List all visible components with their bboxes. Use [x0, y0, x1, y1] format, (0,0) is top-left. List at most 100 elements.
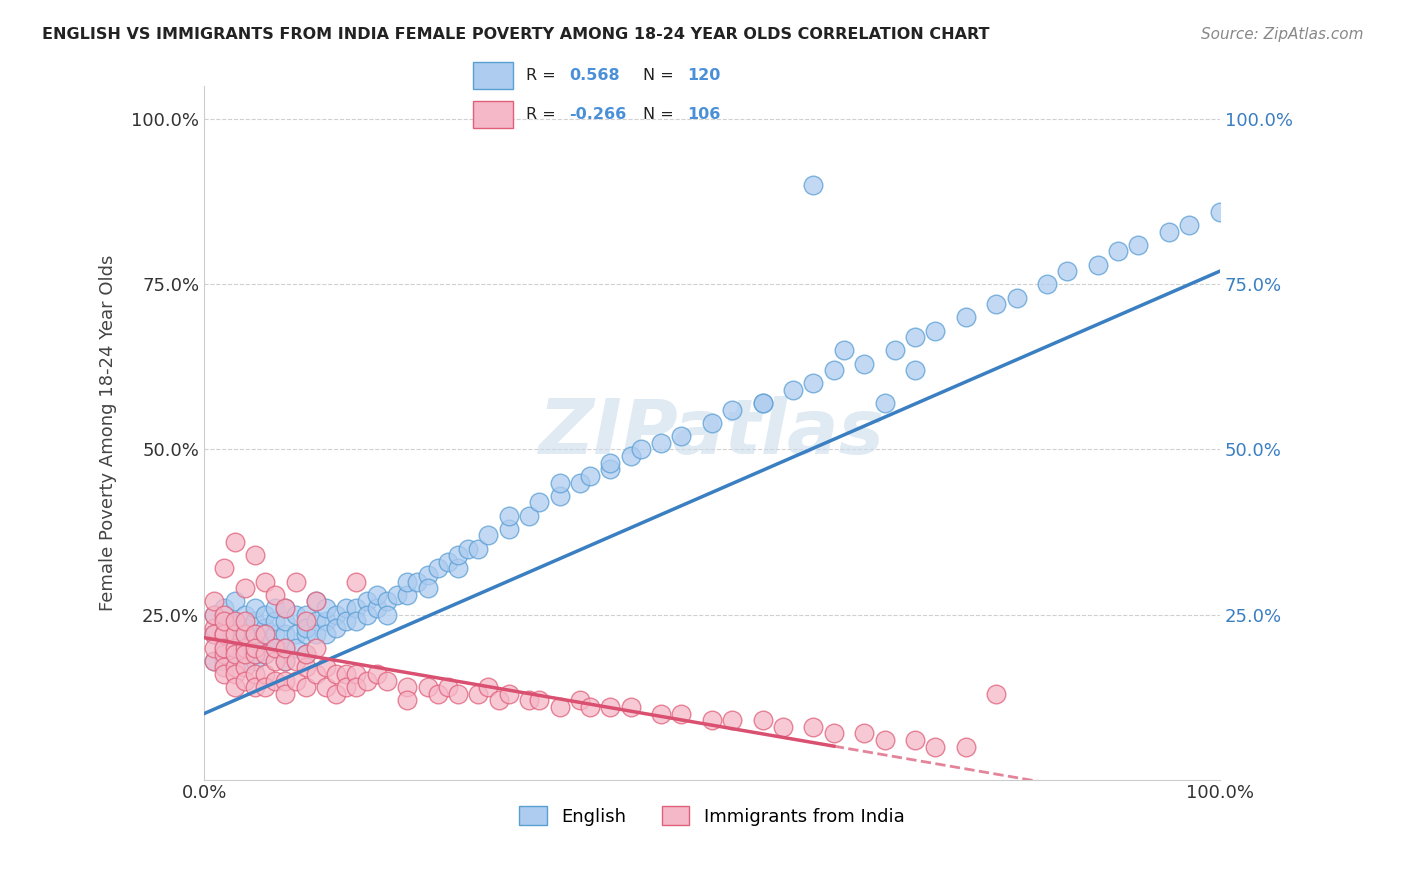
FancyBboxPatch shape	[474, 101, 513, 128]
Point	[274, 687, 297, 701]
Point	[955, 739, 977, 754]
Point	[1005, 291, 1028, 305]
Text: 0.568: 0.568	[569, 68, 620, 83]
Point	[233, 640, 256, 655]
Point	[254, 621, 277, 635]
Point	[202, 594, 225, 608]
Point	[498, 522, 520, 536]
Point	[1209, 204, 1232, 219]
Point	[650, 706, 672, 721]
Point	[214, 640, 236, 655]
Point	[1157, 225, 1180, 239]
Point	[233, 627, 256, 641]
Point	[873, 733, 896, 747]
Point	[214, 660, 236, 674]
Point	[751, 396, 773, 410]
Text: -0.266: -0.266	[569, 107, 627, 122]
Point	[202, 640, 225, 655]
Point	[233, 640, 256, 655]
Point	[346, 574, 368, 589]
Point	[214, 627, 236, 641]
Point	[274, 614, 297, 628]
Point	[803, 720, 825, 734]
Point	[335, 680, 357, 694]
Point	[366, 601, 388, 615]
Point	[548, 475, 571, 490]
Point	[620, 449, 643, 463]
Point	[599, 462, 621, 476]
Point	[284, 607, 307, 622]
Point	[214, 627, 236, 641]
Point	[274, 627, 297, 641]
Point	[224, 627, 246, 641]
Point	[264, 640, 287, 655]
Point	[284, 574, 307, 589]
Point	[254, 627, 277, 641]
Point	[284, 640, 307, 655]
Point	[335, 667, 357, 681]
Point	[548, 700, 571, 714]
Text: R =: R =	[526, 107, 561, 122]
Point	[1128, 237, 1150, 252]
Point	[224, 647, 246, 661]
Point	[529, 693, 551, 707]
Point	[1178, 218, 1201, 232]
Text: 106: 106	[686, 107, 720, 122]
Point	[356, 673, 378, 688]
Point	[325, 607, 347, 622]
Point	[385, 588, 408, 602]
Point	[1056, 264, 1078, 278]
Point	[568, 693, 591, 707]
Point	[243, 680, 266, 694]
Point	[254, 574, 277, 589]
Point	[243, 601, 266, 615]
Point	[214, 654, 236, 668]
Point	[325, 687, 347, 701]
Point	[904, 363, 927, 377]
Point	[416, 568, 439, 582]
Point	[823, 726, 845, 740]
Point	[721, 713, 744, 727]
Point	[294, 660, 316, 674]
Point	[264, 588, 287, 602]
Point	[396, 680, 419, 694]
Point	[650, 436, 672, 450]
Point	[853, 726, 876, 740]
Point	[986, 687, 1008, 701]
Point	[366, 667, 388, 681]
Point	[214, 640, 236, 655]
Point	[305, 594, 328, 608]
Point	[294, 614, 316, 628]
Point	[214, 614, 236, 628]
Point	[202, 607, 225, 622]
Point	[294, 680, 316, 694]
Point	[274, 601, 297, 615]
Point	[772, 720, 794, 734]
Point	[346, 601, 368, 615]
Point	[264, 614, 287, 628]
Point	[832, 343, 855, 358]
Point	[924, 739, 946, 754]
Point	[346, 680, 368, 694]
Point	[243, 667, 266, 681]
Point	[243, 627, 266, 641]
Point	[671, 706, 693, 721]
Point	[214, 607, 236, 622]
Point	[325, 621, 347, 635]
Point	[488, 693, 510, 707]
Point	[477, 528, 499, 542]
Point	[254, 634, 277, 648]
Point	[873, 396, 896, 410]
Point	[224, 640, 246, 655]
Point	[233, 621, 256, 635]
Point	[599, 456, 621, 470]
Text: ENGLISH VS IMMIGRANTS FROM INDIA FEMALE POVERTY AMONG 18-24 YEAR OLDS CORRELATIO: ENGLISH VS IMMIGRANTS FROM INDIA FEMALE …	[42, 27, 990, 42]
Point	[233, 627, 256, 641]
Point	[202, 654, 225, 668]
Point	[202, 621, 225, 635]
Point	[294, 627, 316, 641]
Point	[853, 357, 876, 371]
Point	[823, 363, 845, 377]
Point	[579, 469, 602, 483]
Point	[264, 673, 287, 688]
